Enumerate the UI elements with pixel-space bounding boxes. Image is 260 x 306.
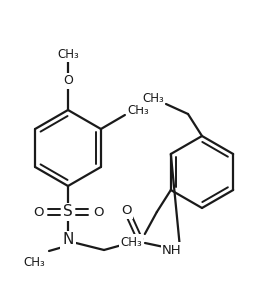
Text: CH₃: CH₃ <box>142 92 164 106</box>
Text: O: O <box>33 206 43 218</box>
Text: O: O <box>121 204 131 218</box>
Text: N: N <box>62 233 74 248</box>
Text: S: S <box>63 204 73 219</box>
Text: O: O <box>63 74 73 88</box>
Text: O: O <box>93 206 103 218</box>
Text: CH₃: CH₃ <box>127 105 149 118</box>
Text: CH₃: CH₃ <box>120 236 142 248</box>
Text: CH₃: CH₃ <box>23 256 45 268</box>
Text: CH₃: CH₃ <box>57 47 79 61</box>
Text: NH: NH <box>162 244 182 256</box>
